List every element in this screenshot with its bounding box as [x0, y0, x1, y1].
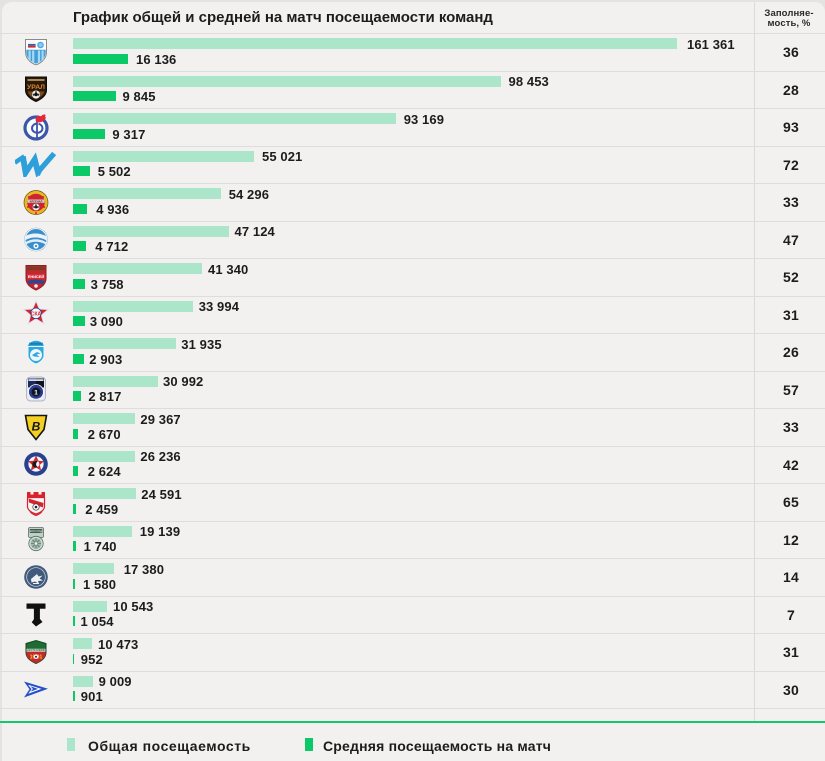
- svg-text:ЕНИСЕЙ: ЕНИСЕЙ: [28, 273, 45, 278]
- svg-text:НЕФТЕХИМИК: НЕФТЕХИМИК: [27, 648, 46, 652]
- svg-text:УРАЛ: УРАЛ: [27, 84, 45, 91]
- svg-text:ВОСХОД: ВОСХОД: [30, 529, 42, 533]
- svg-text:1: 1: [34, 389, 38, 396]
- svg-text:АРСЕНАЛ: АРСЕНАЛ: [30, 199, 43, 203]
- svg-text:СКА: СКА: [31, 311, 42, 317]
- svg-text:B: B: [32, 419, 41, 433]
